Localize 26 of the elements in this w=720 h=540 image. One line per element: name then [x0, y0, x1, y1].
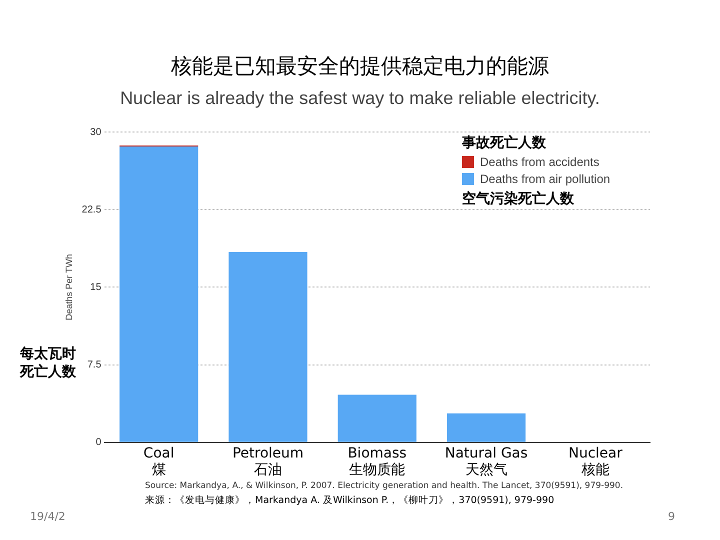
text: 9 — [668, 510, 675, 523]
annotation: 事故死亡人数 — [462, 134, 546, 152]
text: 每太瓦时死亡人数 — [20, 345, 77, 381]
annotation: 空气污染死亡人数 — [462, 190, 574, 208]
x-tick-label: Petroleum 石油 — [232, 445, 304, 478]
y-tick-label: 22.5 — [82, 204, 102, 216]
y-tick-label: 30 — [90, 126, 102, 138]
bar — [446, 413, 526, 442]
y-tick-label: 15 — [90, 282, 102, 293]
legend-label: Deaths from air pollution — [480, 172, 610, 186]
x-tick-label: Nuclear 核能 — [568, 445, 623, 478]
y-tick-label: 0 — [96, 437, 102, 448]
x-tick-label: Natural Gas 天然气 — [444, 445, 528, 478]
source-note: 来源：《发电与健康》，Markandya A. 及Wilkinson P.，《柳叶刀》，370(9591), 979-990 — [145, 494, 554, 507]
y-axis-title: Deaths Per TWh — [64, 254, 74, 320]
chart-subtitle: Nuclear is already the safest way to make reliable electricity. — [119, 88, 601, 109]
source-note: Source: Markandya, A., & Wilkinson, P. 2007. Electricity generation and health. The Lancet, 370(9591), 979-990. — [145, 481, 624, 491]
bar — [338, 394, 416, 442]
legend-label: Deaths from accidents — [480, 155, 600, 169]
text: 19/4/2 — [30, 510, 66, 523]
bar — [228, 252, 308, 442]
chart-title: 核能是已知最安全的提供稳定电力的能源 — [170, 53, 550, 80]
bar — [120, 146, 198, 442]
x-tick-label: Biomass 生物质能 — [348, 445, 407, 478]
x-tick-label: Coal 煤 — [143, 445, 174, 478]
y-tick-label: 7.5 — [87, 360, 102, 371]
